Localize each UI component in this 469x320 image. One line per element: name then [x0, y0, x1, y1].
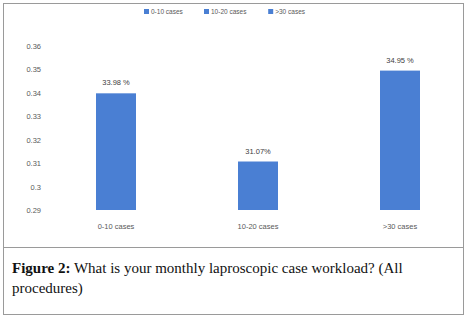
- bar: [238, 162, 278, 210]
- x-tick-label: 10-20 cases: [238, 222, 279, 231]
- y-tick-label: 0.35: [26, 65, 41, 74]
- legend-swatch: [144, 9, 149, 14]
- data-label: 33.98 %: [102, 78, 130, 87]
- y-tick-label: 0.3: [31, 183, 41, 192]
- y-tick-label: 0.34: [26, 89, 41, 98]
- y-tick-label: 0.31: [26, 159, 41, 168]
- legend-label: 10-20 cases: [211, 8, 247, 15]
- legend: 0-10 cases 10-20 cases >30 cases: [144, 8, 306, 15]
- x-tick-label: 0-10 cases: [98, 222, 135, 231]
- legend-label: 0-10 cases: [151, 8, 184, 15]
- caption: Figure 2: What is your monthly laproscop…: [12, 258, 458, 298]
- legend-swatch: [204, 9, 209, 14]
- y-tick-label: 0.33: [26, 112, 41, 121]
- y-tick-label: 0.36: [26, 42, 41, 51]
- bar: [380, 71, 420, 210]
- y-tick-label: 0.32: [26, 136, 41, 145]
- caption-label: Figure 2:: [12, 260, 70, 276]
- legend-swatch: [268, 9, 273, 14]
- caption-separator: [3, 247, 464, 248]
- data-label: 34.95 %: [386, 56, 414, 65]
- caption-text: What is your monthly laproscopic case wo…: [12, 260, 403, 296]
- y-tick-label: 0.29: [26, 206, 41, 215]
- x-tick-label: >30 cases: [383, 222, 418, 231]
- data-label: 31.07%: [245, 147, 271, 156]
- chart: 0.29 0.3 0.31 0.32 0.33 0.34 0.35 0.36 33.98 % 31…: [0, 0, 469, 247]
- legend-label: >30 cases: [275, 8, 306, 15]
- bars: [96, 71, 420, 210]
- bar: [96, 93, 136, 210]
